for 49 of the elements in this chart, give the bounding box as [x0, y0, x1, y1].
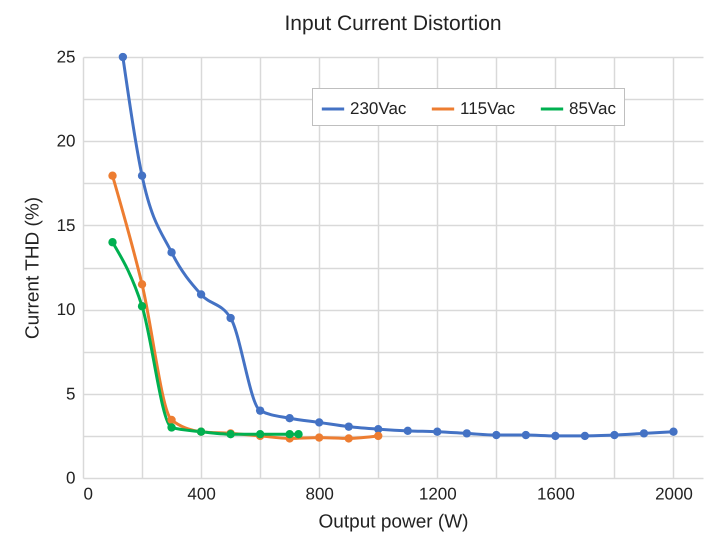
point — [522, 430, 530, 440]
y-tick-label: 10 — [56, 300, 76, 320]
point — [138, 172, 146, 180]
point — [315, 433, 324, 442]
point — [669, 428, 678, 436]
point — [196, 290, 206, 299]
legend-label: 85Vac — [569, 99, 616, 118]
y-tick-label: 25 — [56, 48, 76, 66]
y-tick-label: 5 — [66, 384, 76, 404]
point — [285, 430, 294, 438]
x-axis-title: Output power (W) — [318, 512, 468, 532]
point — [167, 416, 176, 424]
point — [167, 423, 176, 432]
legend-label: 115Vac — [460, 99, 516, 118]
y-tick-label: 15 — [56, 216, 76, 235]
y-axis-title: Current THD (%) — [22, 196, 44, 340]
legend-label: 230Vac — [350, 99, 407, 118]
point — [433, 428, 442, 436]
point — [610, 430, 619, 440]
point — [256, 406, 264, 415]
y-tick-label: 0 — [66, 468, 76, 488]
point — [285, 414, 294, 422]
point — [108, 172, 117, 180]
point — [492, 430, 501, 440]
point — [374, 432, 382, 440]
point — [226, 314, 235, 322]
x-tick-label: 2000 — [655, 484, 693, 504]
x-tick-label: 800 — [306, 484, 334, 504]
y-tick-label: 20 — [56, 132, 76, 151]
point — [138, 280, 146, 289]
x-tick-label: 1600 — [536, 484, 575, 504]
point — [315, 418, 324, 427]
x-tick-label: 1200 — [418, 484, 457, 504]
point — [108, 238, 117, 246]
point — [167, 248, 176, 257]
point — [580, 432, 590, 440]
point — [344, 422, 353, 431]
x-tick-label: 400 — [187, 484, 216, 504]
point — [462, 429, 471, 438]
point — [374, 424, 382, 434]
point — [118, 52, 128, 62]
point — [404, 426, 412, 436]
point — [294, 430, 303, 438]
point — [551, 432, 560, 440]
point — [640, 429, 648, 438]
x-tick-label: 0 — [84, 484, 93, 504]
point — [138, 302, 146, 310]
chart-title: Input Current Distortion — [284, 12, 502, 35]
point — [344, 434, 353, 443]
